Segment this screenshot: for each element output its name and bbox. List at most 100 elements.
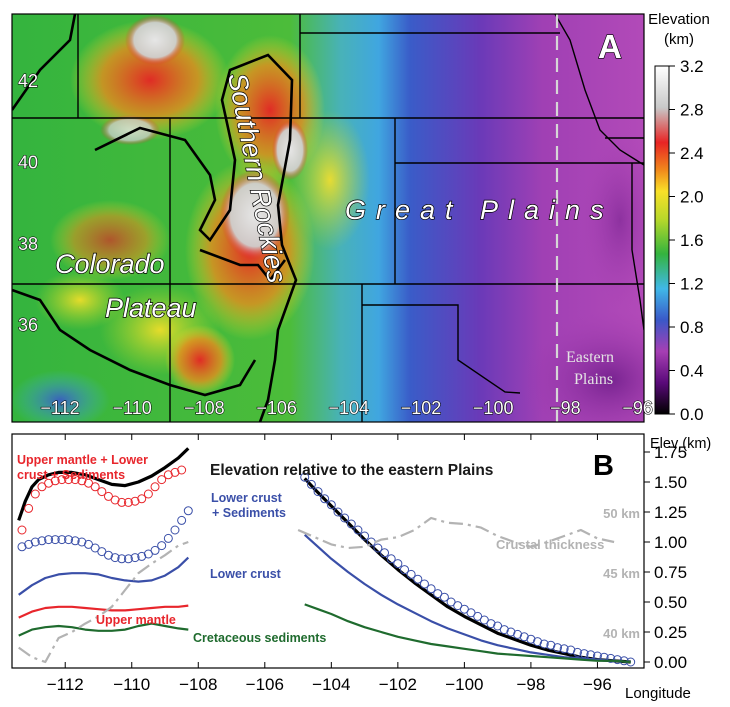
lower_crust-point <box>110 553 120 563</box>
lower_crust-point <box>380 548 390 558</box>
lower_crust-point <box>30 537 40 547</box>
upper_mantle-point <box>17 525 27 535</box>
lower_crust-point <box>373 543 383 553</box>
upper_mantle-point <box>117 497 127 507</box>
sediments-line <box>18 622 189 637</box>
plateau-label: Plateau <box>105 293 197 323</box>
colorbar-tick-label: 0.8 <box>680 318 704 337</box>
eastern-plains-label-line1: Eastern <box>566 349 614 366</box>
map-lat-tick-label: 40 <box>18 152 38 172</box>
profile-x-tick-label: −106 <box>246 675 284 694</box>
profile-ylabel: Elev (km) <box>650 436 711 452</box>
lower_crust-point <box>353 525 363 535</box>
elevation-line <box>17 447 190 521</box>
upper_mantle-point <box>150 482 160 492</box>
lower_crust-point <box>306 479 316 489</box>
profile-x-tick-label: −96 <box>583 675 612 694</box>
lower_crust-point <box>326 500 336 510</box>
label-crustal-thickness: Crustal thickness <box>496 537 604 552</box>
lower_crust-point <box>400 565 410 575</box>
panel-b-letter: B <box>593 450 614 482</box>
lower_crust-point <box>553 643 563 653</box>
map-lat-tick-label: 38 <box>18 234 38 254</box>
profile-x-ticks: −112 −110 −108 −106 −104 −102 −100 −98 −96 <box>47 434 612 694</box>
crustal-line <box>18 540 189 664</box>
lower_crust-point <box>526 634 536 644</box>
lower_crust-point <box>539 639 549 649</box>
lower_crust-point <box>346 519 356 529</box>
elevation-map-panel: Southern Rockies Great Plains Colorado P… <box>11 11 710 424</box>
lower_crust-point <box>333 507 343 517</box>
profile-y-tick-label: 1.00 <box>654 533 687 552</box>
profile-x-tick-label: −110 <box>113 675 150 694</box>
sediments-line <box>304 603 631 664</box>
upper_mantle-point <box>143 489 153 499</box>
lower_crust-point <box>163 533 173 543</box>
label-cretaceous-sediments: Cretaceous sediments <box>193 631 326 645</box>
map-longitude-ticks: −112 −110 −108 −106 −104 −102 −100 −98 −96 <box>40 397 654 418</box>
upper_mantle-point <box>157 475 167 485</box>
profile-x-tick-label: −100 <box>445 675 483 694</box>
lower_crust-point <box>386 554 396 564</box>
profile-x-tick-label: −104 <box>312 675 350 694</box>
upper_mantle-point <box>24 503 34 513</box>
map-lon-tick-label: −102 <box>401 398 442 418</box>
profile-plot-frame <box>11 433 645 669</box>
profile-xlabel: Longitude <box>625 685 691 702</box>
colorbar-tick-label: 0.0 <box>680 405 704 424</box>
lower_crust-point <box>320 494 330 504</box>
lower_crust-point <box>499 625 509 635</box>
profile-y-tick-label: 1.75 <box>654 443 687 462</box>
profile-title: Elevation relative to the eastern Plains <box>210 462 493 479</box>
lower_crust-point <box>393 559 403 569</box>
upper_mantle-point <box>30 489 40 499</box>
lower_crust-point <box>313 487 323 497</box>
colorbar-tick-label: 1.6 <box>680 231 704 250</box>
lower_crust-point <box>137 551 147 561</box>
colorbar-tick-label: 2.8 <box>680 101 704 120</box>
profile-y-tick-label: 0.00 <box>654 653 687 672</box>
upper_mantle-point <box>170 467 180 477</box>
upper_mantle-point <box>50 476 60 486</box>
lower_crust-point <box>506 627 516 637</box>
label-lower-crust: Lower crust <box>210 567 282 581</box>
upper_mantle-point <box>137 494 147 504</box>
upper_mantle-point <box>77 476 87 486</box>
lower_crust-point <box>117 554 127 564</box>
lower_crust-point <box>413 574 423 584</box>
colorbar-tick-label: 2.4 <box>680 144 704 163</box>
upper_mantle-point <box>163 470 173 480</box>
lower_crust-point <box>57 535 67 545</box>
profile-series <box>17 447 636 667</box>
upper_mantle-point <box>44 478 54 488</box>
lower_crust-point <box>70 536 80 546</box>
crustal-axis-label: 50 km <box>603 506 640 521</box>
lower_crust-point <box>486 619 496 629</box>
lower_crust-point <box>50 535 60 545</box>
lower_crust-point <box>123 554 133 564</box>
upper_mantle-point <box>64 475 74 485</box>
lower_crust-point <box>426 584 436 594</box>
lower_crust-point <box>566 645 576 655</box>
profile-x-tick-label: −102 <box>379 675 417 694</box>
lower_crust-point <box>130 553 140 563</box>
lower_crust-point <box>439 592 449 602</box>
map-lon-tick-label: −112 <box>40 398 79 418</box>
map-lon-tick-label: −100 <box>473 398 514 418</box>
lower_crust-point <box>612 655 622 665</box>
lower_crust-point <box>360 531 370 541</box>
lower_crust-point <box>546 640 556 650</box>
colorbar-tick-label: 3.2 <box>680 57 704 76</box>
map-lon-tick-label: −110 <box>113 398 152 418</box>
colorbar-title-line1: Elevation <box>648 11 710 28</box>
lower_crust-point <box>406 569 416 579</box>
map-lat-tick-label: 42 <box>18 71 38 91</box>
profile-x-tick-label: −98 <box>516 675 545 694</box>
lower_crust-point <box>44 535 54 545</box>
lower_crust-point <box>300 472 310 482</box>
lower_crust-point <box>559 644 569 654</box>
upper_mantle-point <box>110 495 120 505</box>
upper_mantle-point <box>57 475 67 485</box>
profile-x-tick-label: −108 <box>179 675 217 694</box>
